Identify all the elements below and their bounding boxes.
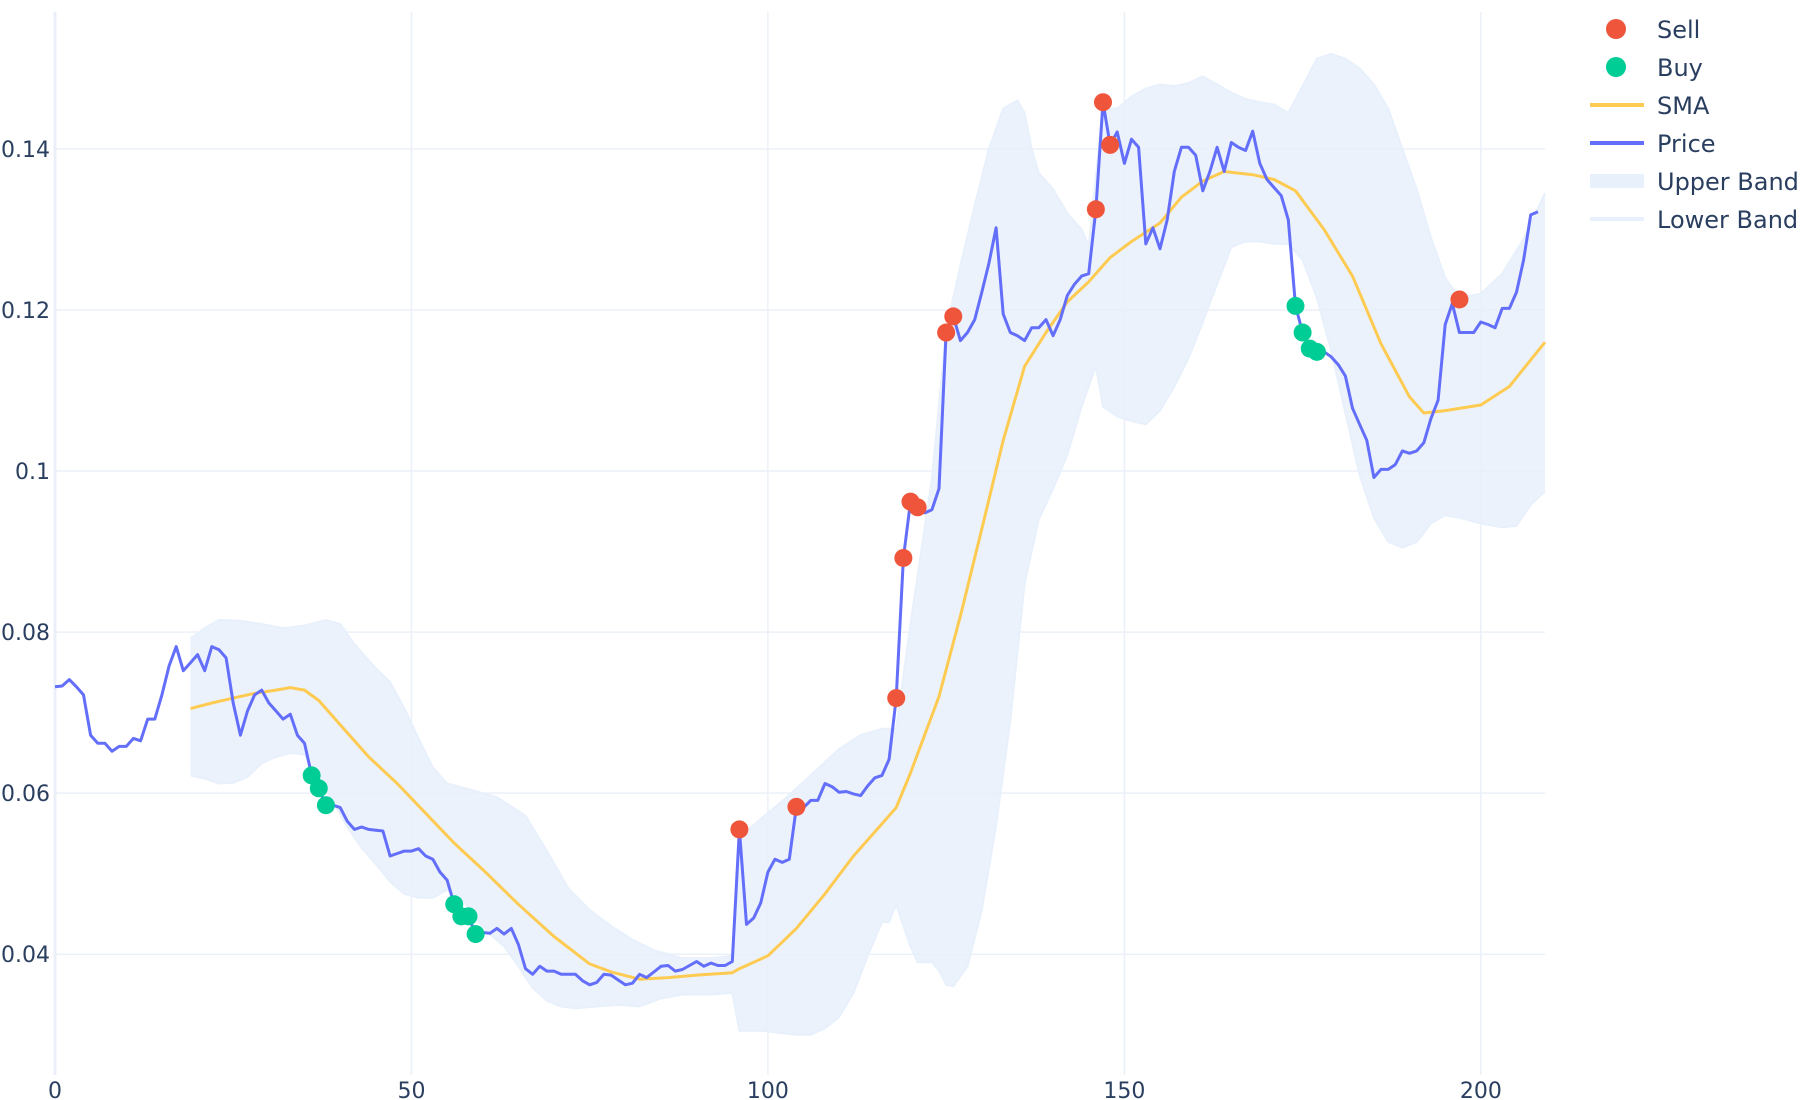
buy-marker: [1293, 323, 1312, 342]
legend-item-upper-band[interactable]: Upper Band: [1590, 168, 1799, 196]
y-tick-label: 0.12: [1, 299, 50, 324]
sell-marker: [1101, 135, 1120, 154]
x-tick-label: 50: [397, 1079, 425, 1100]
sell-marker: [1093, 93, 1112, 112]
legend-marker-swatch: [1606, 19, 1626, 39]
legend-item-sma[interactable]: SMA: [1590, 92, 1710, 120]
sell-marker: [887, 689, 906, 708]
legend-label: Buy: [1657, 54, 1703, 82]
legend-item-buy[interactable]: Buy: [1606, 54, 1703, 82]
sma-line: [190, 170, 1547, 981]
sell-marker: [1450, 290, 1469, 309]
legend-label: Lower Band: [1657, 206, 1798, 234]
y-tick-label: 0.1: [15, 460, 50, 485]
buy-marker: [1307, 342, 1326, 361]
legend-label: Price: [1657, 130, 1716, 158]
legend[interactable]: Sell Buy SMA Price Upper Band Lower Band: [1590, 16, 1799, 234]
legend-label: Upper Band: [1657, 168, 1799, 196]
y-tick-label: 0.04: [1, 943, 50, 968]
sell-marker: [787, 797, 806, 816]
sell-marker: [730, 820, 749, 839]
y-tick-label: 0.14: [1, 138, 50, 163]
sell-marker: [1086, 200, 1105, 219]
sell-marker: [894, 548, 913, 567]
sell-marker: [908, 498, 927, 517]
buy-marker: [466, 925, 485, 944]
legend-marker-swatch: [1606, 57, 1626, 77]
upper-band-line: [189, 52, 1546, 960]
x-tick-label: 150: [1103, 1079, 1145, 1100]
buy-marker: [309, 779, 328, 798]
legend-item-lower-band[interactable]: Lower Band: [1590, 206, 1798, 234]
legend-item-price[interactable]: Price: [1590, 130, 1716, 158]
bollinger-band-area: [189, 52, 1546, 1036]
x-tick-label: 0: [48, 1079, 62, 1100]
legend-fill-swatch: [1590, 174, 1644, 188]
legend-label: Sell: [1657, 16, 1700, 44]
sell-marker: [937, 323, 956, 342]
buy-marker: [459, 907, 478, 926]
buy-marker: [316, 796, 335, 815]
sell-marker: [944, 307, 963, 326]
signal-markers: [302, 93, 1469, 944]
y-tick-label: 0.06: [1, 782, 50, 807]
legend-item-sell[interactable]: Sell: [1606, 16, 1700, 44]
lower-band-line: [190, 240, 1546, 1036]
legend-label: SMA: [1657, 92, 1710, 120]
x-tick-label: 200: [1460, 1079, 1502, 1100]
y-tick-label: 0.08: [1, 621, 50, 646]
axis-ticks: 0 50 100 150 200 0.04 0.06 0.08 0.1 0.12 0.14: [1, 138, 1502, 1100]
x-tick-label: 100: [747, 1079, 789, 1100]
band-fill-area: [190, 53, 1545, 1035]
buy-marker: [1286, 296, 1305, 315]
